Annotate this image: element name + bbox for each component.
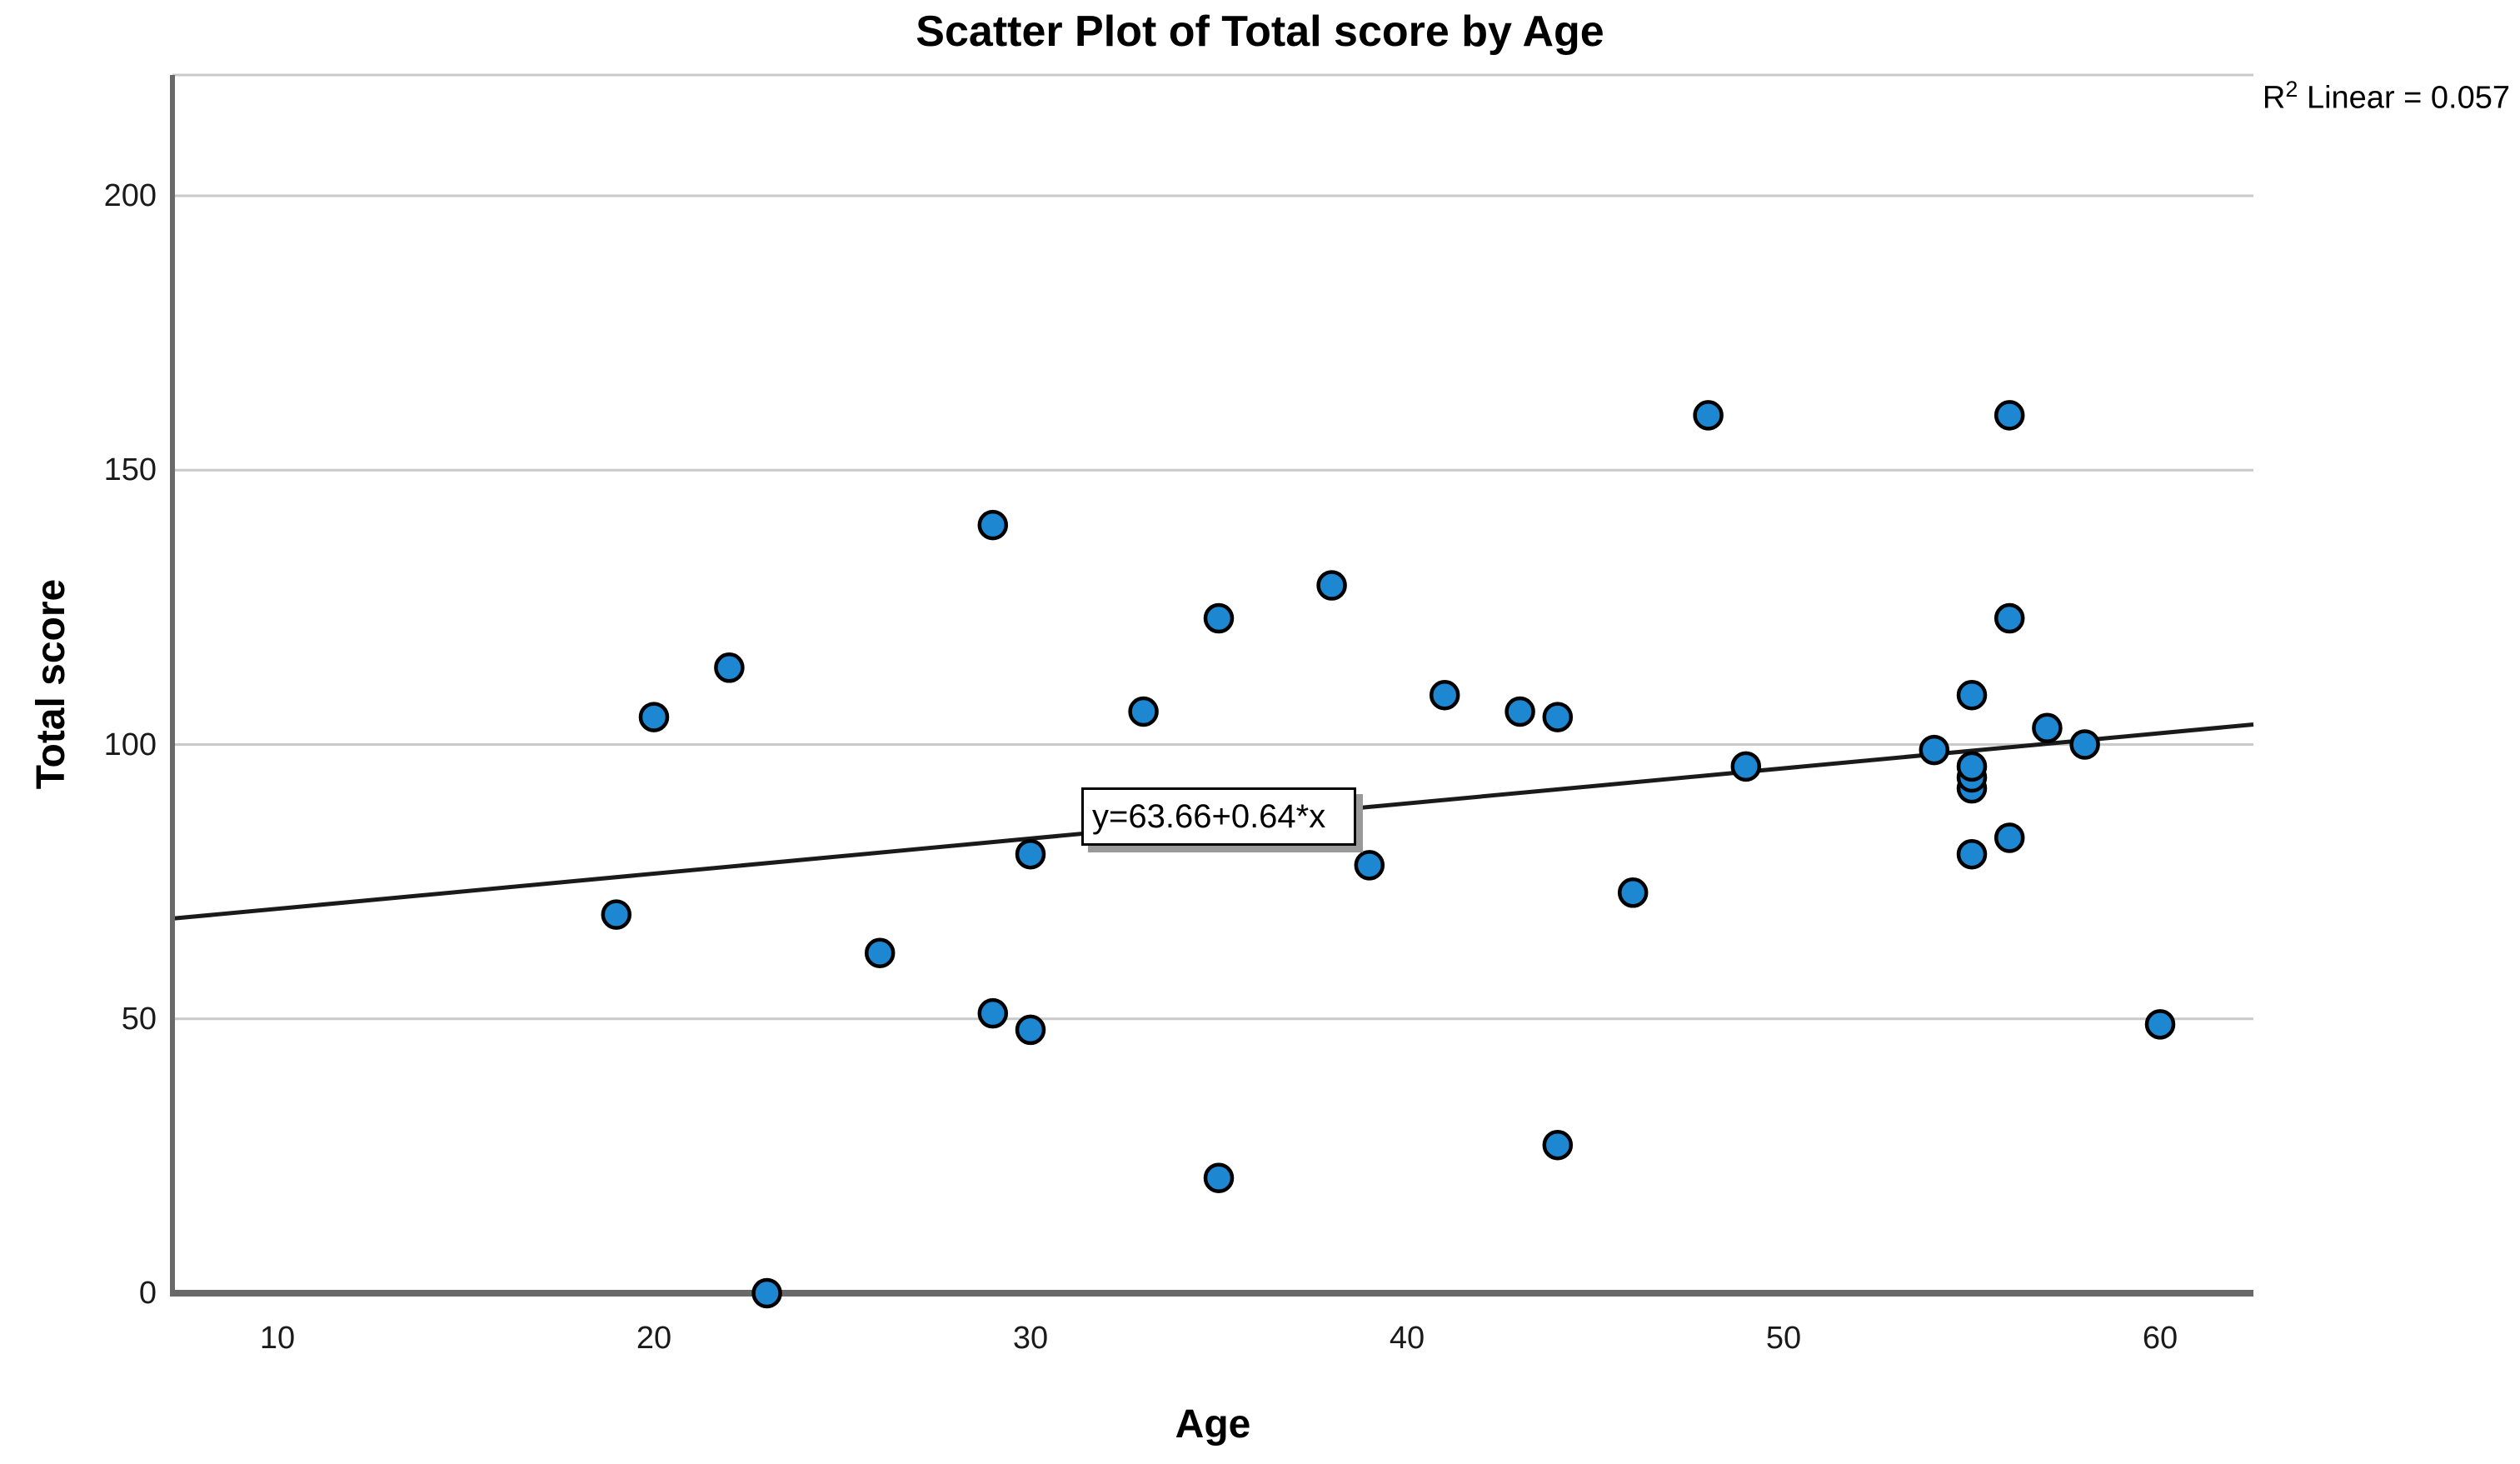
data-point <box>1919 734 1950 766</box>
data-point <box>1617 877 1649 908</box>
x-axis-label: Age <box>1175 1402 1251 1447</box>
data-point <box>2069 729 2100 760</box>
data-point <box>2144 1009 2176 1040</box>
data-point <box>977 509 1009 541</box>
data-point <box>1128 696 1159 727</box>
r-squared-annotation: R2 Linear = 0.057 <box>2263 77 2510 117</box>
data-point <box>1015 1014 1046 1046</box>
x-tick-label: 20 <box>636 1321 672 1356</box>
r-squared-sup: 2 <box>2285 77 2298 102</box>
data-point <box>1730 751 1762 782</box>
x-tick-label: 10 <box>259 1321 296 1356</box>
data-point <box>2032 712 2063 743</box>
data-point <box>1956 679 1988 711</box>
data-point <box>1203 602 1235 634</box>
data-point <box>1505 696 1535 727</box>
x-tick-label: 40 <box>1389 1321 1425 1356</box>
data-point <box>751 1277 782 1309</box>
data-point <box>1542 702 1574 732</box>
data-point <box>1429 679 1460 711</box>
data-point <box>977 997 1009 1029</box>
data-point <box>1203 1162 1235 1193</box>
y-tick-label: 100 <box>103 727 157 762</box>
regression-equation-label: y=63.66+0.64*x <box>1081 787 1356 846</box>
x-tick-label: 50 <box>1765 1321 1802 1356</box>
y-tick-label: 200 <box>103 178 157 213</box>
data-point <box>1354 850 1385 881</box>
data-point <box>864 937 896 968</box>
x-tick-label: 60 <box>2142 1321 2178 1356</box>
r-squared-text: Linear = 0.057 <box>2298 80 2510 116</box>
r-squared-base: R <box>2262 80 2286 116</box>
x-tick-label: 30 <box>1012 1321 1049 1356</box>
data-point <box>714 652 745 683</box>
data-point <box>638 702 670 732</box>
data-point <box>1693 400 1724 431</box>
data-point <box>1994 602 2025 634</box>
chart-title: Scatter Plot of Total score by Age <box>916 7 1604 56</box>
data-point <box>1994 822 2025 853</box>
data-point <box>1316 570 1347 601</box>
data-point <box>1994 400 2025 431</box>
data-point <box>1956 751 1988 782</box>
data-point <box>601 899 632 930</box>
data-point <box>1015 838 1046 870</box>
y-tick-label: 50 <box>121 1001 157 1037</box>
data-point <box>1956 838 1988 870</box>
y-tick-label: 150 <box>103 452 157 488</box>
data-point <box>1542 1129 1574 1161</box>
y-tick-label: 0 <box>138 1276 157 1311</box>
